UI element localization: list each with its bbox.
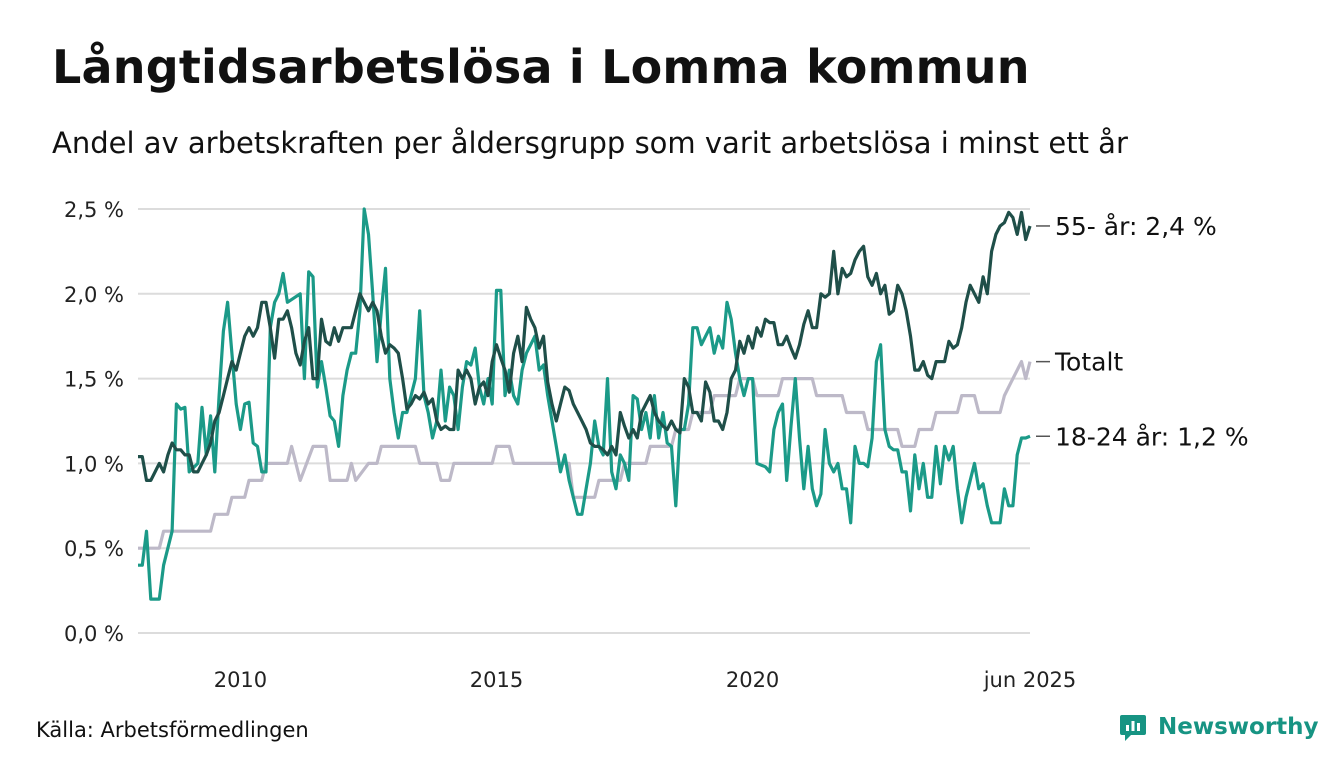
y-tick-label: 2,0 % [64, 283, 124, 307]
brand-logo: Newsworthy [1118, 712, 1319, 742]
newsworthy-logo-icon [1120, 715, 1146, 741]
y-tick-label: 0,0 % [64, 622, 124, 646]
y-tick-label: 1,5 % [64, 368, 124, 392]
chart-title: Långtidsarbetslösa i Lomma kommun [52, 40, 1030, 94]
x-tick-label: jun 2025 [983, 668, 1077, 692]
series-line-18-24-r [138, 207, 1031, 601]
y-tick-label: 0,5 % [64, 537, 124, 561]
series-end-labels: Totalt 18-24 år: 1,2 % 55- år: 2,4 % [1036, 212, 1249, 451]
series-line-totalt [138, 360, 1032, 550]
x-tick-label: 2020 [726, 668, 779, 692]
x-tick-label: 2010 [214, 668, 267, 692]
y-tick-label: 2,5 % [64, 198, 124, 222]
x-tick-label: 2015 [470, 668, 523, 692]
x-axis-tick-labels: 2010 2015 2020 jun 2025 [214, 668, 1077, 692]
series-end-label: 18-24 år: 1,2 % [1055, 422, 1249, 451]
series-end-label: Totalt [1054, 348, 1123, 377]
y-tick-label: 1,0 % [64, 452, 124, 476]
y-axis-tick-labels: 0,0 % 0,5 % 1,0 % 1,5 % 2,0 % 2,5 % [64, 198, 124, 646]
line-chart: 0,0 %0,5 %1,0 %1,5 %2,0 %2,5 % 2010 2015 2… [64, 198, 1249, 692]
grid-lines [138, 208, 1030, 634]
source-note: Källa: Arbetsförmedlingen [36, 718, 309, 742]
series-line-55-r [138, 210, 1032, 482]
brand-name: Newsworthy [1158, 714, 1319, 740]
series-lines [138, 207, 1032, 601]
chart-subtitle: Andel av arbetskraften per åldersgrupp s… [52, 126, 1128, 160]
series-end-label: 55- år: 2,4 % [1055, 212, 1217, 241]
